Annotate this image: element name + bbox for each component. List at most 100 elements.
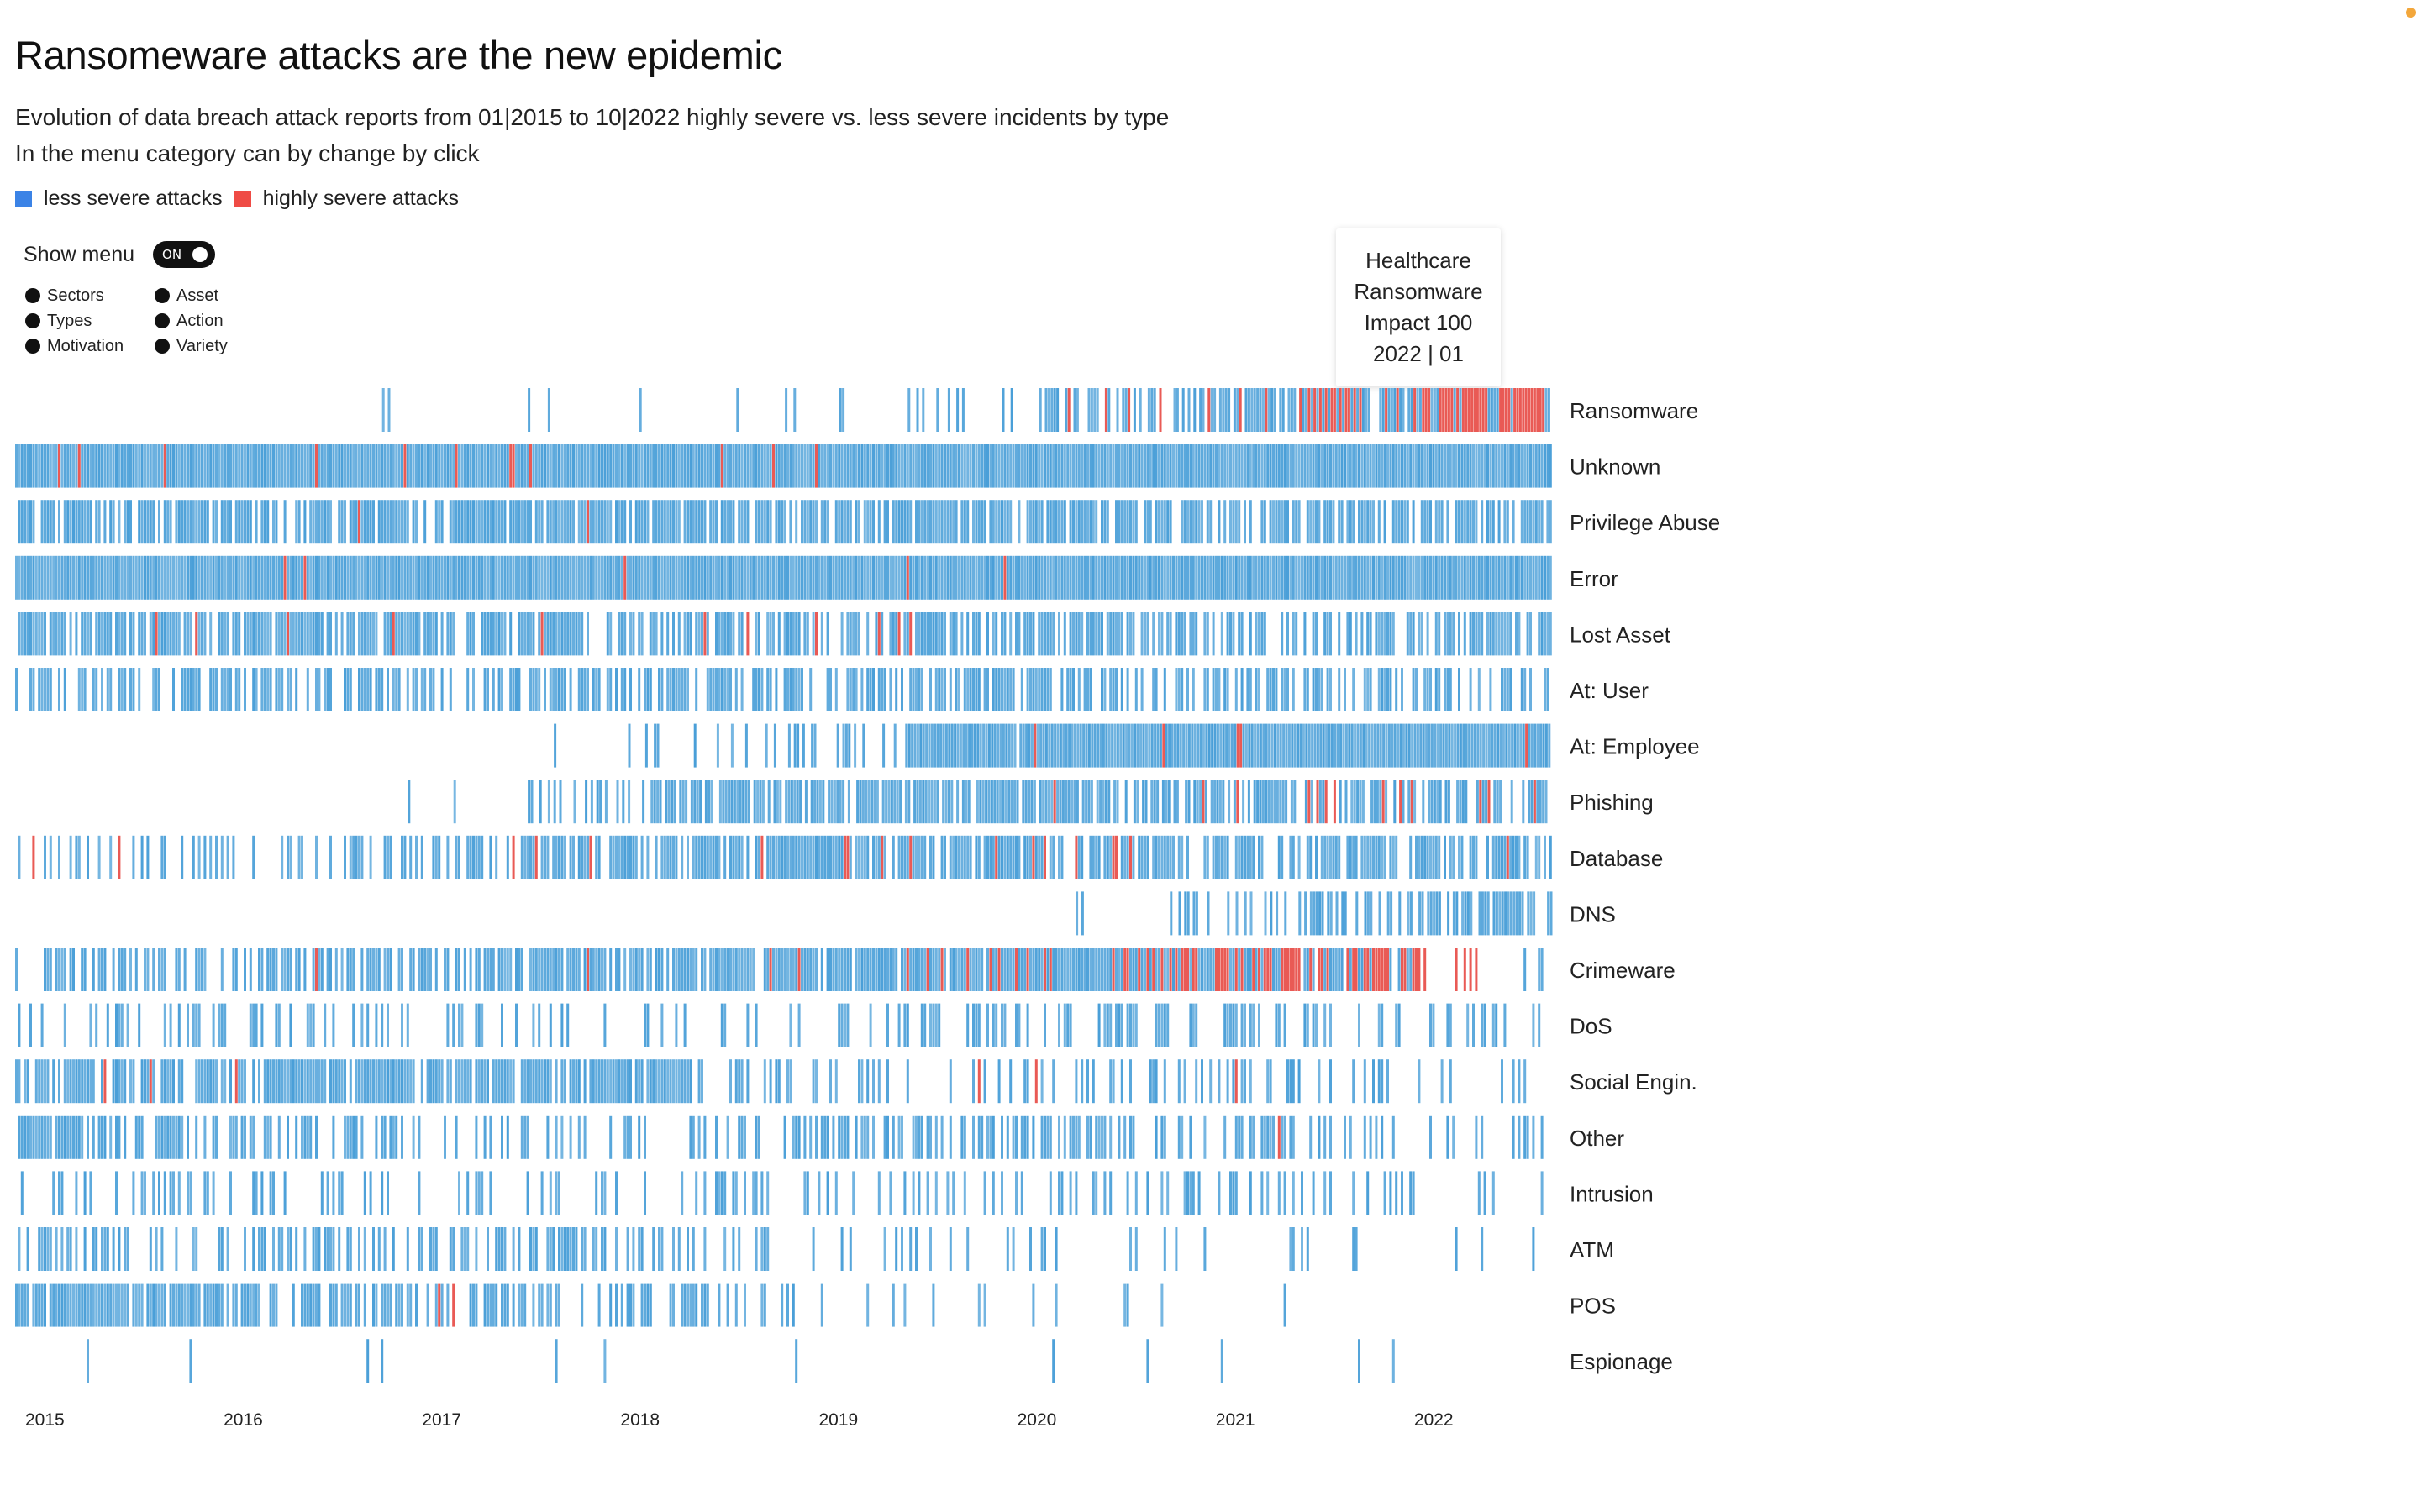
attack-mark[interactable] [77,1059,81,1104]
attack-mark[interactable] [528,780,531,824]
attack-mark[interactable] [69,1115,72,1159]
attack-mark[interactable] [1087,388,1091,432]
attack-mark[interactable] [689,612,692,656]
attack-mark[interactable] [572,1059,575,1104]
attack-mark[interactable] [1389,555,1392,600]
attack-mark[interactable] [802,723,805,768]
attack-mark[interactable] [818,835,821,879]
severe-attack-mark[interactable] [1507,388,1511,432]
attack-mark[interactable] [29,1115,32,1159]
attack-mark[interactable] [503,1283,507,1327]
attack-mark[interactable] [692,1283,695,1327]
attack-mark[interactable] [1093,723,1097,768]
attack-mark[interactable] [589,555,592,600]
attack-mark[interactable] [1187,388,1191,432]
attack-mark[interactable] [934,723,937,768]
attack-mark[interactable] [115,1115,118,1159]
attack-mark[interactable] [409,1059,413,1104]
attack-mark[interactable] [812,612,815,656]
heatmap-row[interactable] [15,555,1552,600]
attack-mark[interactable] [895,612,898,656]
attack-mark[interactable] [197,1283,201,1327]
attack-mark[interactable] [1449,444,1452,488]
attack-mark[interactable] [638,500,641,544]
attack-mark[interactable] [986,444,989,488]
severe-attack-mark[interactable] [1160,948,1164,991]
severe-attack-mark[interactable] [926,948,929,991]
attack-mark[interactable] [309,1283,313,1327]
attack-mark[interactable] [775,948,778,991]
attack-mark[interactable] [620,835,623,879]
attack-mark[interactable] [740,555,744,600]
attack-mark[interactable] [897,1003,901,1047]
attack-mark[interactable] [923,444,927,488]
attack-mark[interactable] [1546,612,1549,656]
attack-mark[interactable] [315,1115,318,1159]
attack-mark[interactable] [1426,444,1429,488]
attack-mark[interactable] [660,1003,664,1047]
attack-mark[interactable] [1212,612,1215,656]
attack-mark[interactable] [1123,444,1127,488]
attack-mark[interactable] [729,555,732,600]
attack-mark[interactable] [1244,444,1246,488]
attack-mark[interactable] [797,1003,801,1047]
attack-mark[interactable] [1355,612,1358,656]
attack-mark[interactable] [1003,444,1007,488]
attack-mark[interactable] [733,780,736,824]
attack-mark[interactable] [1258,668,1260,711]
attack-mark[interactable] [77,500,81,544]
attack-mark[interactable] [677,612,681,656]
attack-mark[interactable] [369,612,372,656]
attack-mark[interactable] [52,1171,55,1215]
attack-mark[interactable] [665,780,668,824]
attack-mark[interactable] [555,668,558,711]
attack-mark[interactable] [138,555,141,600]
attack-mark[interactable] [212,1115,215,1159]
attack-mark[interactable] [1461,780,1465,824]
attack-mark[interactable] [961,388,965,432]
attack-mark[interactable] [792,835,795,879]
attack-mark[interactable] [912,668,915,711]
attack-mark[interactable] [1326,444,1329,488]
attack-mark[interactable] [906,612,909,656]
attack-mark[interactable] [434,500,438,544]
attack-mark[interactable] [1520,444,1523,488]
attack-mark[interactable] [444,555,446,600]
attack-mark[interactable] [458,1171,460,1215]
attack-mark[interactable] [418,1115,421,1159]
attack-mark[interactable] [786,555,789,600]
attack-mark[interactable] [790,780,793,824]
attack-mark[interactable] [1353,780,1356,824]
attack-mark[interactable] [1332,835,1335,879]
attack-mark[interactable] [487,668,489,711]
severe-attack-mark[interactable] [1352,948,1355,991]
attack-mark[interactable] [449,555,452,600]
attack-mark[interactable] [575,444,578,488]
attack-mark[interactable] [183,1283,187,1327]
attack-mark[interactable] [32,444,35,488]
attack-mark[interactable] [440,668,444,711]
attack-mark[interactable] [1140,835,1144,879]
attack-mark[interactable] [908,780,911,824]
attack-mark[interactable] [340,1283,344,1327]
attack-mark[interactable] [979,723,982,768]
attack-mark[interactable] [1158,555,1160,600]
attack-mark[interactable] [1012,555,1015,600]
attack-mark[interactable] [975,948,978,991]
attack-mark[interactable] [1412,1171,1415,1215]
attack-mark[interactable] [775,835,778,879]
attack-mark[interactable] [1292,444,1295,488]
attack-mark[interactable] [263,1059,266,1104]
attack-mark[interactable] [1446,612,1449,656]
severe-attack-mark[interactable] [1473,388,1476,432]
attack-mark[interactable] [1277,1003,1281,1047]
attack-mark[interactable] [903,500,907,544]
attack-mark[interactable] [572,444,575,488]
attack-mark[interactable] [895,444,898,488]
attack-mark[interactable] [849,500,852,544]
attack-mark[interactable] [412,500,415,544]
attack-mark[interactable] [540,555,544,600]
severe-attack-mark[interactable] [1439,388,1442,432]
attack-mark[interactable] [146,1283,150,1327]
attack-mark[interactable] [1418,891,1422,936]
